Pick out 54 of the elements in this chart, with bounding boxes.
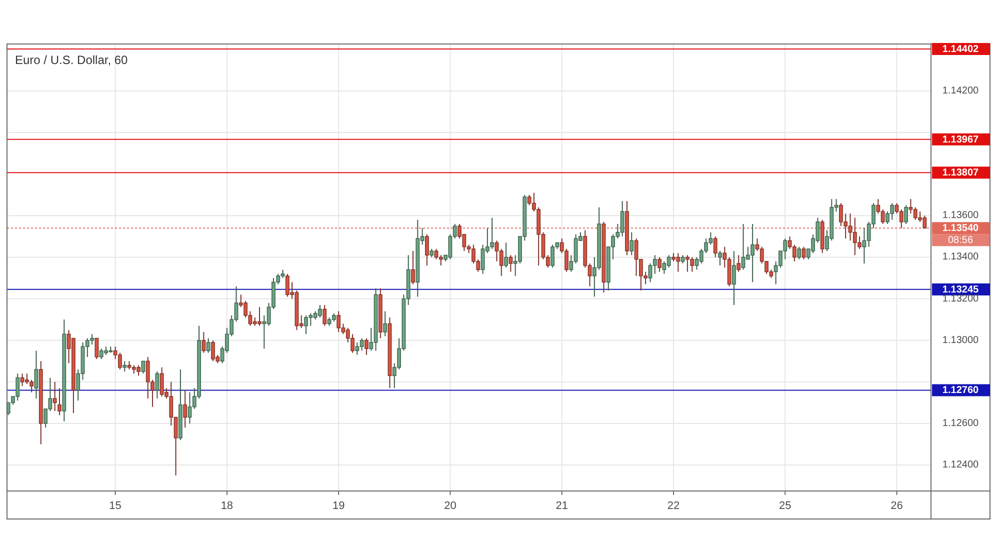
candlestick	[322, 304, 327, 326]
candlestick	[802, 246, 806, 260]
y-tick-label: 1.13000	[942, 334, 980, 346]
candlestick	[202, 332, 206, 354]
ref-line-label: 1.13807	[942, 167, 980, 178]
candlestick	[652, 254, 657, 274]
candlestick	[425, 234, 429, 266]
x-tick-label: 18	[220, 500, 234, 512]
ref-line-label: 1.13540 08:56	[942, 222, 980, 246]
candlestick	[206, 338, 210, 354]
ref-line-label: 1.13967	[942, 134, 980, 145]
x-tick-label: 25	[779, 500, 792, 512]
candlestick	[52, 381, 57, 412]
candlestick	[183, 390, 188, 428]
candlestick	[383, 310, 388, 337]
candlestick	[732, 250, 736, 306]
candlestick	[360, 338, 364, 352]
candlestick	[630, 232, 634, 256]
candlestick	[122, 360, 127, 372]
candlestick	[34, 350, 38, 400]
x-tick-label: 19	[332, 500, 345, 512]
candlestick	[336, 310, 341, 333]
candlestick	[141, 360, 146, 374]
candlestick	[58, 388, 62, 416]
x-tick-label: 22	[667, 500, 680, 512]
ref-line-label: 1.12760	[942, 384, 980, 396]
candlestick	[438, 254, 443, 266]
y-tick-label: 1.12400	[942, 460, 980, 471]
x-tick-label: 15	[109, 500, 122, 512]
candlestick	[904, 204, 908, 224]
candlestick	[713, 236, 718, 258]
candlestick	[411, 250, 415, 285]
candlestick	[899, 208, 904, 229]
candlestick	[718, 250, 722, 266]
candlestick	[155, 371, 160, 400]
y-tick-label: 1.13600	[942, 210, 980, 222]
y-tick-label: 1.12600	[942, 418, 980, 429]
candlestick	[736, 254, 741, 272]
text: Euro / U.S. Dollar, 60	[15, 53, 128, 67]
ref-line-label: 1.13245	[942, 284, 980, 295]
candlestick	[658, 256, 662, 272]
candlestick	[666, 254, 671, 268]
candlestick	[504, 242, 508, 268]
candlestick	[364, 338, 368, 356]
candlestick	[797, 246, 802, 260]
candlestick	[508, 254, 513, 272]
x-tick-label: 26	[890, 500, 903, 512]
ref-line-label: 1.14402	[942, 43, 980, 54]
candlestick	[94, 338, 99, 360]
y-tick-label: 1.14200	[942, 85, 980, 96]
x-tick-label: 20	[444, 500, 456, 512]
y-tick-label: 1.13400	[942, 252, 980, 263]
y-tick-label: 1.13200	[942, 293, 980, 304]
x-tick-label: 21	[556, 500, 568, 512]
